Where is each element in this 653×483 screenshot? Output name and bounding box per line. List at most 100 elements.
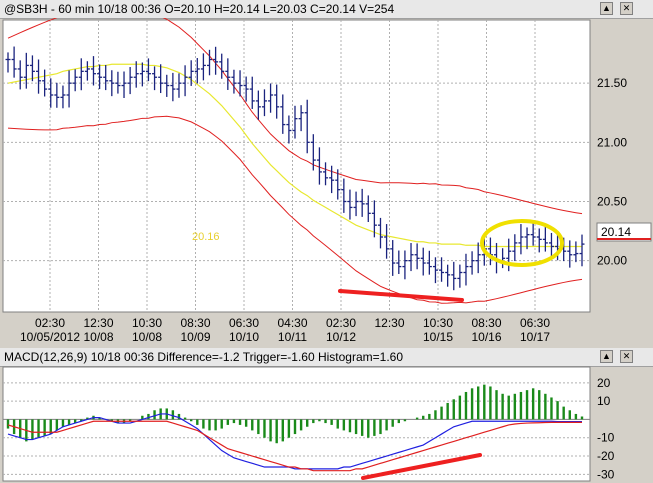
price-bar bbox=[426, 250, 432, 275]
price-y-tick: 21.00 bbox=[597, 135, 627, 149]
price-x-tick-date: 10/16 bbox=[471, 330, 501, 344]
price-bar bbox=[194, 58, 200, 84]
price-bar bbox=[445, 264, 451, 287]
price-bar bbox=[170, 72, 176, 102]
upper-band-line bbox=[7, 18, 583, 215]
price-bar bbox=[213, 46, 219, 75]
price-bar bbox=[261, 89, 267, 117]
price-bar bbox=[145, 58, 151, 82]
price-x-tick-time: 02:30 bbox=[326, 316, 356, 330]
price-x-tick-time: 08:30 bbox=[471, 316, 501, 330]
price-bar bbox=[463, 253, 469, 286]
price-bar bbox=[371, 200, 377, 238]
price-x-tick-time: 06:30 bbox=[520, 316, 550, 330]
price-bar bbox=[475, 242, 481, 274]
price-x-tick-time: 02:30 bbox=[35, 316, 65, 330]
price-x-tick-time: 08:30 bbox=[180, 316, 210, 330]
price-x-tick-date: 10/17 bbox=[520, 330, 550, 344]
price-bar bbox=[103, 64, 109, 91]
price-bar bbox=[573, 241, 579, 263]
price-bar bbox=[408, 243, 414, 272]
price-bar bbox=[17, 60, 23, 90]
pane-close-icon[interactable]: ✕ bbox=[620, 2, 633, 15]
price-bar bbox=[29, 55, 35, 82]
price-bar bbox=[109, 70, 115, 97]
last-price-label: 20.14 bbox=[601, 225, 631, 239]
price-bar bbox=[457, 264, 463, 288]
price-x-tick-date: 10/09 bbox=[180, 330, 210, 344]
price-x-tick-time: 10:30 bbox=[423, 316, 453, 330]
price-bar bbox=[347, 189, 353, 220]
price-bar bbox=[133, 61, 139, 88]
price-bar bbox=[158, 64, 164, 94]
price-bar bbox=[451, 261, 457, 291]
price-bar bbox=[268, 83, 274, 113]
price-bar bbox=[237, 70, 243, 97]
macd-chart: 20 10 -10 -20 -30 bbox=[2, 366, 615, 482]
macd-pane: MACD(12,26,9) 10/18 00:36 Difference=-1.… bbox=[0, 348, 653, 483]
price-bar bbox=[316, 147, 322, 185]
price-bar bbox=[396, 250, 402, 274]
price-x-tick-date: 10/11 bbox=[278, 330, 307, 344]
price-bar bbox=[121, 71, 127, 99]
macd-trend-annotation bbox=[361, 453, 482, 480]
price-bar bbox=[54, 82, 60, 108]
price-bar bbox=[518, 224, 524, 255]
price-bar bbox=[280, 94, 286, 134]
price-annotation-text: 20.16 bbox=[192, 231, 220, 243]
price-trend-annotation bbox=[338, 289, 464, 302]
price-bar bbox=[310, 134, 316, 171]
price-y-tick: 21.50 bbox=[597, 76, 627, 90]
price-pane-title: @SB3H - 60 min 10/18 00:36 O=20.10 H=20.… bbox=[4, 2, 395, 16]
price-bar bbox=[249, 76, 255, 109]
price-bar bbox=[341, 178, 347, 213]
price-bar bbox=[200, 53, 206, 81]
price-highlight-circle bbox=[480, 219, 564, 267]
price-x-tick-date: 10/08 bbox=[132, 330, 162, 344]
price-bar bbox=[329, 165, 335, 194]
macd-y-tick: -30 bbox=[597, 467, 615, 481]
macd-up-icon[interactable]: ▲ bbox=[600, 350, 613, 363]
price-bar bbox=[335, 169, 341, 200]
lower-band-line bbox=[7, 115, 583, 304]
price-bar bbox=[530, 221, 536, 246]
price-bar bbox=[359, 188, 365, 217]
price-bar bbox=[432, 257, 438, 284]
price-bar bbox=[225, 58, 231, 90]
macd-plot-area bbox=[2, 366, 591, 482]
moving-average-line bbox=[7, 63, 582, 248]
price-x-tick-time: 06:30 bbox=[229, 316, 259, 330]
macd-close-icon[interactable]: ✕ bbox=[620, 350, 633, 363]
price-x-tick-date: 10/15 bbox=[423, 330, 453, 344]
price-bar bbox=[274, 84, 280, 119]
macd-line bbox=[7, 413, 582, 470]
price-y-tick: 20.50 bbox=[597, 195, 627, 209]
macd-y-tick: -20 bbox=[597, 449, 615, 463]
price-bar bbox=[542, 226, 548, 252]
price-bar bbox=[72, 69, 78, 92]
price-plot-area bbox=[2, 19, 591, 313]
price-bar bbox=[164, 74, 170, 97]
price-pane: @SB3H - 60 min 10/18 00:36 O=20.10 H=20.… bbox=[0, 0, 653, 345]
price-bar bbox=[219, 53, 225, 79]
price-bar bbox=[188, 60, 194, 86]
price-bar bbox=[127, 67, 133, 95]
pane-up-icon[interactable]: ▲ bbox=[600, 2, 613, 15]
macd-y-tick: -10 bbox=[597, 431, 615, 445]
price-bar bbox=[97, 64, 103, 90]
price-bar bbox=[524, 227, 530, 250]
macd-y-tick: 20 bbox=[597, 376, 611, 390]
price-x-tick-date: 10/08 bbox=[83, 330, 113, 344]
price-bar bbox=[84, 61, 90, 81]
price-bar bbox=[152, 66, 158, 91]
price-bar bbox=[353, 191, 359, 217]
price-bar bbox=[414, 243, 420, 270]
price-bar bbox=[420, 247, 426, 276]
price-bar bbox=[567, 240, 573, 268]
price-x-tick-time: 04:30 bbox=[277, 316, 307, 330]
price-bar bbox=[390, 240, 396, 276]
price-bar bbox=[78, 58, 84, 91]
macd-pane-title: MACD(12,26,9) 10/18 00:36 Difference=-1.… bbox=[4, 350, 403, 364]
price-bar bbox=[243, 76, 249, 102]
